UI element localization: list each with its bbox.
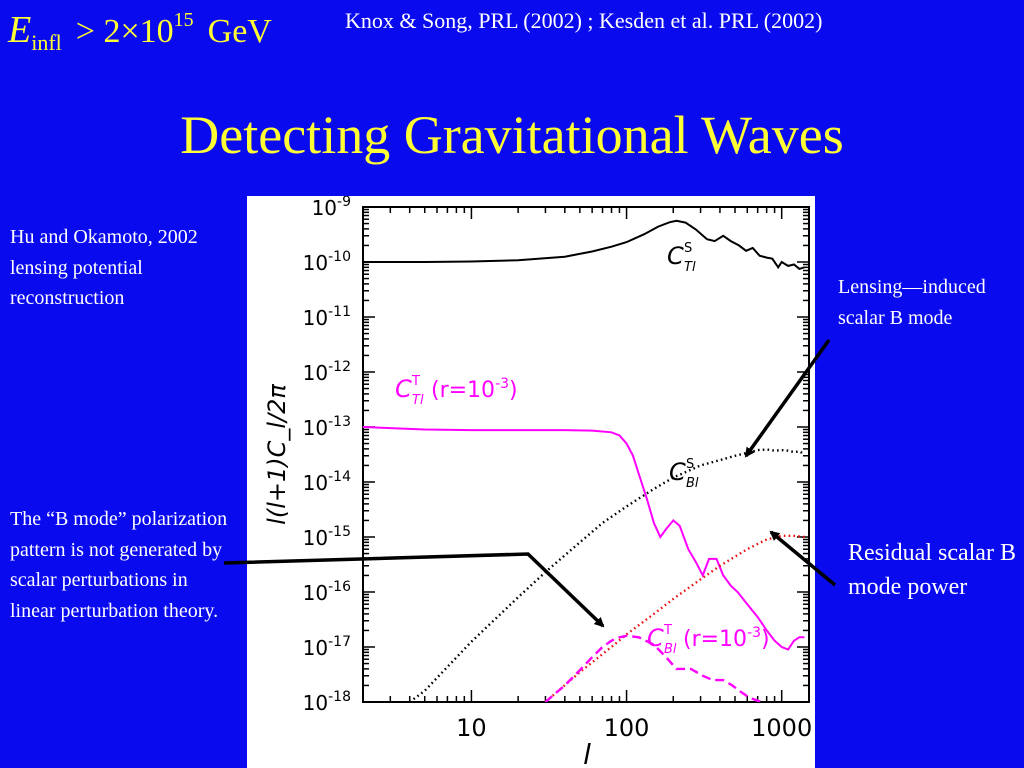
y-tick-label: 10-17 [303,634,351,660]
y-axis-label: l(l+1)C_l/2π [263,384,291,525]
svg-text:Tl: Tl [684,260,696,275]
x-tick-label: 10 [456,714,487,742]
formula-subscript: infl [31,30,62,55]
slide-title: Detecting Gravitational Waves [180,105,844,165]
x-axis-label: l [583,738,591,768]
y-tick-label: 10-16 [303,579,351,605]
y-tick-label: 10-12 [303,359,351,385]
svg-text:C: C [647,624,664,652]
series-line-tt_tensor [363,426,805,651]
inflation-energy-formula: Einfl > 2×1015 GeV [8,4,272,62]
chart: 10 100 1000 10-9 10-10 10-11 10-12 10-13 10-14 10… [263,196,812,768]
svg-text:S: S [686,457,694,472]
svg-text:S: S [684,241,692,256]
note-residual: Residual scalar B mode power [848,540,1016,600]
chart-panel: 10 100 1000 10-9 10-10 10-11 10-12 10-13 10-14 10… [247,196,815,768]
y-tick-label: 10-14 [303,469,351,495]
curve-label-bb_tensor: C T Bl (r=10-3) [647,623,770,657]
series-line-bb_lensing [408,448,805,702]
curve-label-tt_tensor: C T Tl (r=10-3) [395,374,518,408]
svg-text:(r=10-3): (r=10-3) [683,625,770,652]
curve-label-tt_scalar: C S Tl [667,241,696,275]
y-tick-label: 10-18 [303,689,351,715]
svg-text:C: C [669,458,686,486]
formula-relation: > 2×10 [75,13,174,50]
series-line-bb_residual [544,534,805,702]
y-tick-label: 10-15 [303,524,351,550]
svg-text:T: T [663,623,672,638]
note-b-mode: The “B mode” polarization pattern is not… [10,508,228,622]
series-line-tt_scalar [363,219,805,271]
formula-exponent: 15 [173,9,194,31]
svg-text:(r=10-3): (r=10-3) [431,376,518,403]
note-hu-okamoto: Hu and Okamoto, 2002 lensing potential r… [10,226,198,309]
citation: Knox & Song, PRL (2002) ; Kesden et al. … [345,8,823,33]
formula-symbol: E [8,9,32,51]
svg-text:Bl: Bl [686,476,699,491]
svg-text:Tl: Tl [412,393,424,408]
y-tick-label: 10-13 [303,414,351,440]
y-tick-label: 10-9 [312,196,351,220]
svg-text:C: C [667,242,684,270]
x-tick-label: 100 [604,714,650,742]
svg-text:T: T [411,374,420,389]
formula-unit: GeV [207,13,272,50]
note-lensing: Lensing—induced scalar B mode [838,276,986,329]
y-tick-label: 10-11 [303,304,351,330]
y-tick-label: 10-10 [303,249,351,275]
svg-text:C: C [395,375,412,403]
svg-text:Bl: Bl [664,642,677,657]
x-tick-label: 1000 [751,714,812,742]
curve-label-bb_lensing: C S Bl [669,457,699,491]
